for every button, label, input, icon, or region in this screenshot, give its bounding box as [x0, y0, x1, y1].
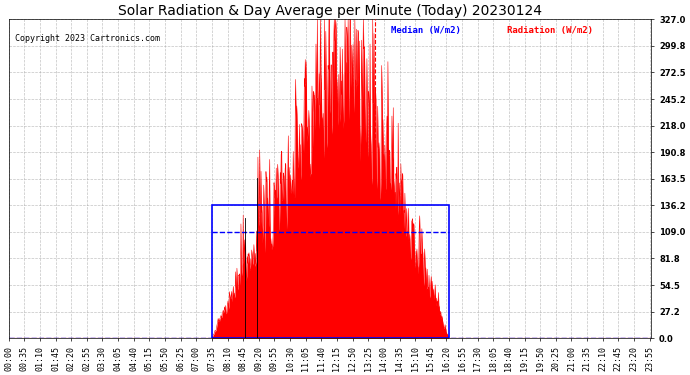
Text: Radiation (W/m2): Radiation (W/m2): [507, 26, 593, 35]
Title: Solar Radiation & Day Average per Minute (Today) 20230124: Solar Radiation & Day Average per Minute…: [118, 4, 542, 18]
Text: Median (W/m2): Median (W/m2): [391, 26, 461, 35]
Bar: [212, 206, 448, 338]
Text: Copyright 2023 Cartronics.com: Copyright 2023 Cartronics.com: [15, 34, 160, 43]
